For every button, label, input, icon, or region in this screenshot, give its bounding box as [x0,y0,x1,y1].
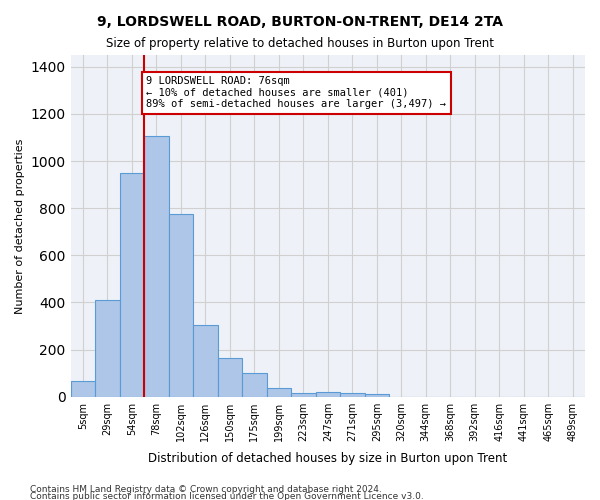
Bar [71,382,95,396]
Text: Size of property relative to detached houses in Burton upon Trent: Size of property relative to detached ho… [106,38,494,51]
Bar [340,393,365,396]
Bar [169,214,193,396]
Bar [316,392,340,396]
Text: 9 LORDSWELL ROAD: 76sqm
← 10% of detached houses are smaller (401)
89% of semi-d: 9 LORDSWELL ROAD: 76sqm ← 10% of detache… [146,76,446,110]
Bar [144,136,169,396]
Bar [218,358,242,397]
Text: Contains HM Land Registry data © Crown copyright and database right 2024.: Contains HM Land Registry data © Crown c… [30,486,382,494]
Bar [365,394,389,396]
Text: 9, LORDSWELL ROAD, BURTON-ON-TRENT, DE14 2TA: 9, LORDSWELL ROAD, BURTON-ON-TRENT, DE14… [97,15,503,29]
Y-axis label: Number of detached properties: Number of detached properties [15,138,25,314]
Bar [242,373,266,396]
Bar [193,325,218,396]
Bar [266,388,291,396]
Text: Contains public sector information licensed under the Open Government Licence v3: Contains public sector information licen… [30,492,424,500]
X-axis label: Distribution of detached houses by size in Burton upon Trent: Distribution of detached houses by size … [148,452,508,465]
Bar [95,300,119,396]
Bar [119,173,144,396]
Bar [291,393,316,396]
